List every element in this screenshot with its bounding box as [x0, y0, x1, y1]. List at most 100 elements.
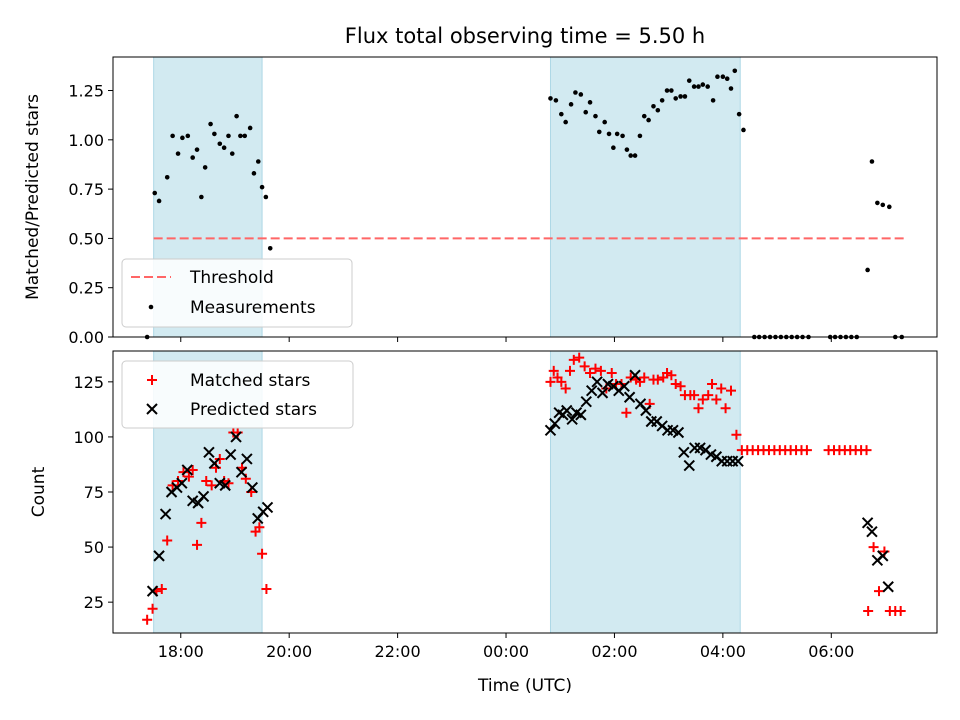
- x-axis-label: Time (UTC): [477, 676, 572, 696]
- measurement-point: [678, 94, 683, 99]
- bottom-y-axis-label: Count: [29, 466, 49, 517]
- measurement-point: [263, 194, 269, 200]
- matched-star-point: [689, 390, 700, 401]
- measurement-point: [637, 133, 643, 139]
- matched-star-point: [192, 539, 203, 550]
- measurement-point: [673, 96, 679, 101]
- predicted-star-point: [882, 581, 894, 593]
- measurement-point: [199, 194, 204, 200]
- measurement-point: [255, 159, 261, 164]
- measurement-point: [614, 131, 620, 137]
- matched-star-point: [574, 352, 585, 363]
- measurement-point: [710, 98, 716, 103]
- measurement-point: [682, 94, 688, 99]
- matched-star-point: [634, 376, 645, 387]
- matched-star-point: [162, 535, 173, 546]
- measurement-point: [226, 133, 231, 139]
- matched-star-point: [662, 368, 673, 379]
- bottom-legend: Matched stars Predicted stars: [121, 360, 354, 429]
- matched-star-point: [697, 394, 708, 405]
- top-y-tick-label: 0.75: [68, 180, 104, 199]
- x-tick-label: 02:00: [591, 642, 637, 661]
- measurement-point: [175, 151, 181, 156]
- matched-star-point: [726, 385, 736, 396]
- measurement-point: [208, 121, 213, 127]
- x-tick-label: 00:00: [483, 642, 529, 661]
- measurement-point: [880, 202, 886, 208]
- top-y-tick-label: 0.50: [68, 229, 104, 248]
- measurement-point: [611, 145, 616, 151]
- measurement-point: [180, 135, 185, 141]
- predicted-star-point: [877, 550, 889, 562]
- matched-star-point: [716, 383, 727, 394]
- measurement-point: [568, 102, 574, 107]
- predicted-star-point: [146, 585, 159, 597]
- matched-star-point: [196, 517, 207, 528]
- measurement-point: [259, 184, 265, 190]
- x-tick-label: 18:00: [158, 642, 204, 661]
- matched-star-point: [861, 445, 872, 456]
- measurement-point: [164, 174, 170, 180]
- matched-star-point: [675, 381, 686, 392]
- matched-star-point: [257, 548, 268, 559]
- legend-matched-swatch: [147, 375, 157, 385]
- bottom-y-tick-label: 50: [84, 538, 104, 557]
- matched-star-point: [564, 365, 575, 376]
- predicted-star-point: [566, 413, 578, 426]
- bottom-y-tick-label: 125: [73, 373, 104, 392]
- measurement-point: [628, 153, 634, 158]
- legend-predicted-label: Predicted stars: [190, 400, 317, 420]
- predicted-star-point: [591, 376, 603, 388]
- legend-measurements-label: Measurements: [190, 298, 316, 318]
- measurement-point: [234, 113, 239, 119]
- measurement-point: [696, 84, 701, 89]
- measurement-point: [578, 92, 584, 97]
- matched-star-point: [720, 403, 731, 414]
- matched-star-point: [579, 361, 590, 372]
- measurement-point: [573, 90, 578, 95]
- bottom-y-tick-label: 100: [73, 428, 104, 447]
- measurement-point: [170, 133, 175, 139]
- bottom-y-tick-label: 75: [84, 483, 104, 502]
- predicted-star-point: [203, 446, 215, 459]
- bottom-legend-box: [121, 360, 354, 429]
- measurement-point: [587, 100, 593, 105]
- measurement-point: [238, 133, 243, 139]
- predicted-star-point: [241, 453, 253, 465]
- measurement-point: [217, 141, 223, 147]
- predicted-star-point: [544, 424, 557, 437]
- legend-measurements-swatch: [148, 304, 154, 310]
- predicted-star-point: [861, 517, 874, 529]
- measurement-point: [156, 198, 162, 204]
- measurement-point: [242, 133, 248, 139]
- matched-star-point: [560, 383, 571, 394]
- measurement-point: [700, 82, 706, 87]
- measurement-point: [548, 96, 553, 101]
- predicted-star-point: [224, 448, 237, 461]
- measurement-point: [651, 103, 656, 109]
- top-shaded-interval: [549, 56, 741, 338]
- predicted-star-point: [153, 550, 165, 562]
- matched-star-point: [670, 379, 681, 390]
- matched-star-point: [873, 586, 884, 597]
- predicted-star-point: [623, 391, 636, 403]
- top-panel: 0.00 0.25 0.50 0.75 1.00 1.25 Matched/Predicte…: [23, 56, 938, 347]
- measurement-point: [596, 129, 602, 135]
- measurement-point: [247, 125, 253, 131]
- predicted-star-point: [575, 409, 587, 421]
- chart-title: Flux total observing time = 5.50 h: [345, 24, 705, 48]
- measurement-point: [865, 267, 870, 273]
- measurement-point: [194, 147, 200, 152]
- measurement-point: [624, 147, 630, 152]
- predicted-star-point: [596, 387, 609, 399]
- measurement-point: [691, 84, 697, 89]
- bottom-y-tick-label: 25: [84, 593, 104, 612]
- matched-star-point: [173, 475, 184, 486]
- legend-predicted-swatch: [146, 403, 158, 415]
- bottom-series: [146, 369, 894, 597]
- matched-star-point: [590, 363, 601, 374]
- predicted-star-point: [866, 525, 878, 538]
- predicted-star-point: [618, 380, 630, 392]
- measurement-point: [563, 119, 568, 125]
- predicted-star-point: [219, 479, 231, 492]
